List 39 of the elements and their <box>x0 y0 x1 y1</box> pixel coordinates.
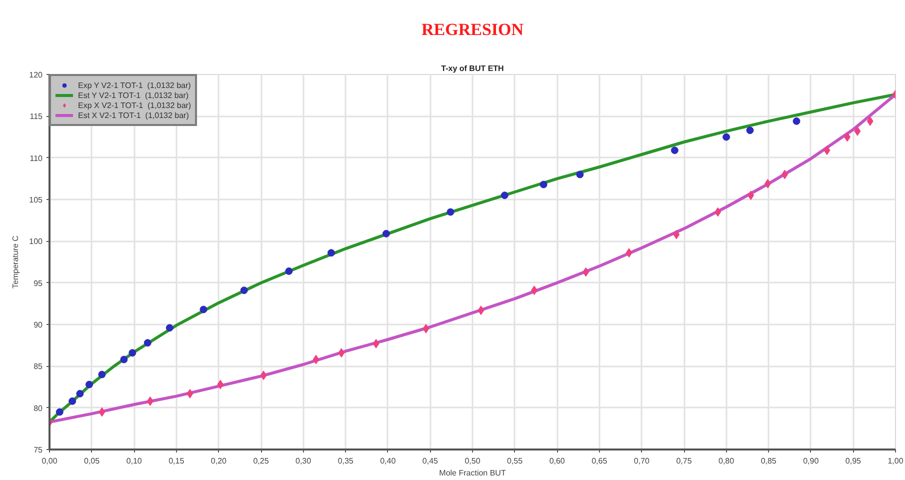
chart-subtitle: T-xy of BUT ETH <box>441 64 504 73</box>
x-tick-label: 0,50 <box>464 456 481 466</box>
x-tick-label: 0,55 <box>507 456 524 466</box>
y-tick-label: 120 <box>29 70 44 80</box>
x-tick-label: 0,70 <box>634 456 650 466</box>
legend-label: Exp Y V2-1 TOT-1 (1,0132 bar) <box>78 80 191 90</box>
x-tick-label: 0,95 <box>845 456 862 466</box>
x-tick-label: 0,60 <box>549 456 566 466</box>
y-tick-label: 115 <box>30 112 44 122</box>
x-tick-label: 0,45 <box>422 456 439 466</box>
legend-label: Exp X V2-1 TOT-1 (1,0132 bar) <box>78 100 192 110</box>
y-tick-label: 85 <box>34 362 44 372</box>
x-tick-label: 0,05 <box>84 456 100 466</box>
x-tick-label: 1,00 <box>888 456 904 466</box>
y-tick-label: 100 <box>29 237 44 246</box>
y-tick-label: 75 <box>34 446 44 454</box>
x-tick-label: 0,15 <box>168 456 185 466</box>
x-tick-label: 0,35 <box>338 456 354 466</box>
x-tick-label: 0,65 <box>592 456 608 466</box>
x-tick-label: 0,75 <box>676 456 692 466</box>
legend-label: Est X V2-1 TOT-1 (1,0132 bar) <box>78 110 189 120</box>
x-tick-label: 0,20 <box>210 456 228 466</box>
y-tick-label: 105 <box>29 196 44 204</box>
y-axis-title: Temperature C <box>11 235 20 288</box>
y-tick-label: 95 <box>34 278 44 288</box>
x-tick-label: 0,80 <box>718 456 735 466</box>
legend-label: Est Y V2-1 TOT-1 (1,0132 bar) <box>78 90 189 100</box>
y-tick-label: 110 <box>30 154 44 163</box>
chart-title: REGRESION <box>421 20 524 39</box>
x-tick-label: 0,90 <box>803 456 820 466</box>
x-tick-label: 0,30 <box>296 456 312 466</box>
x-axis-title: Mole Fraction BUT <box>439 468 506 478</box>
y-tick-label: 90 <box>34 320 44 330</box>
x-tick-label: 0,00 <box>42 456 58 466</box>
x-tick-label: 0,85 <box>760 456 777 466</box>
x-tick-label: 0,40 <box>380 456 396 466</box>
y-tick-label: 80 <box>34 404 44 413</box>
x-tick-label: 0,10 <box>126 456 142 466</box>
x-tick-label: 0,25 <box>253 456 270 466</box>
